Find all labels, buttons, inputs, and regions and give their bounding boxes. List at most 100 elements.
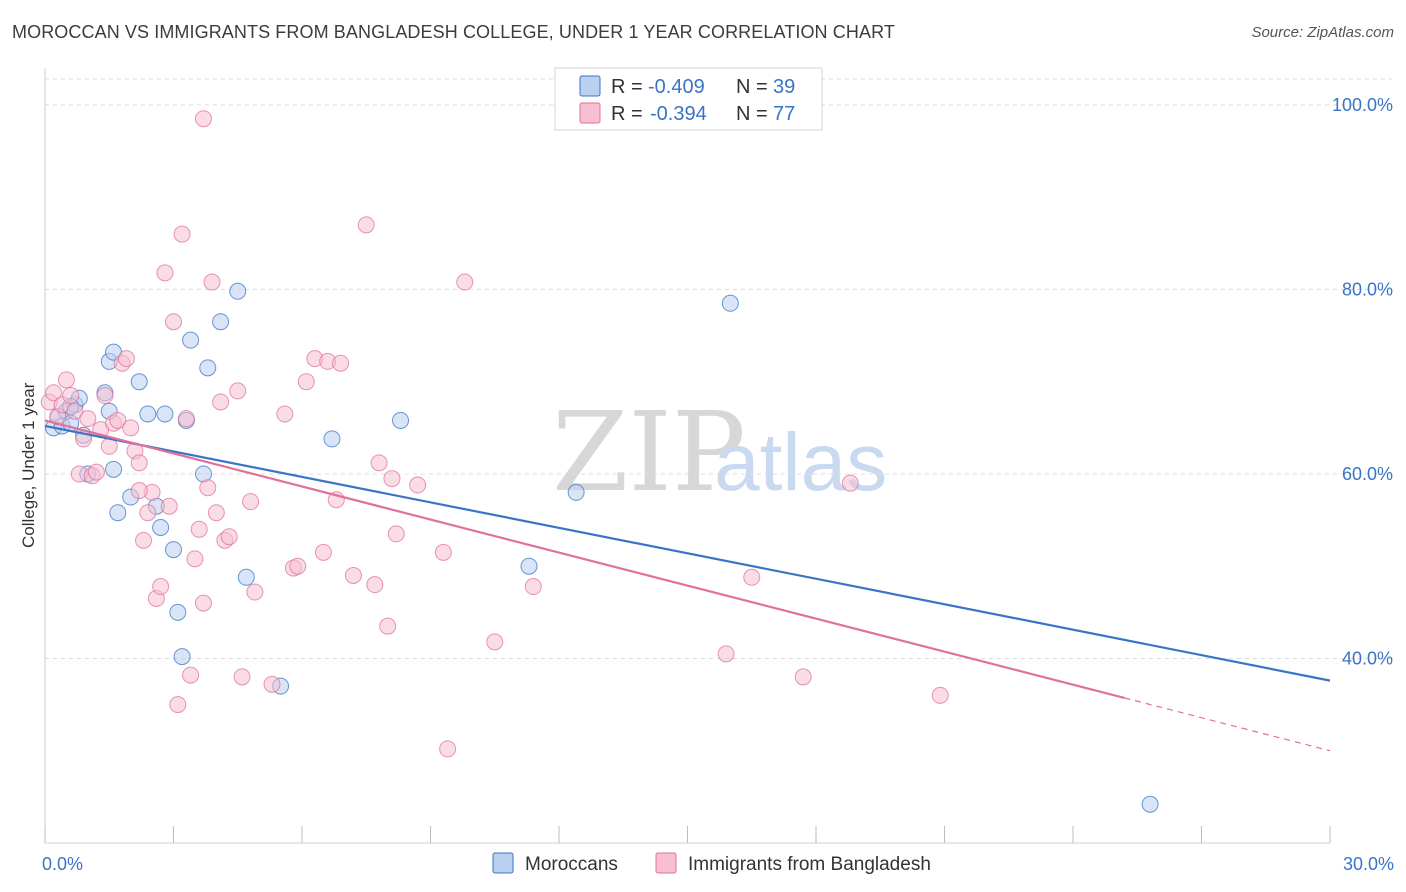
- point-bangladesh: [344, 566, 362, 584]
- point-bangladesh: [156, 264, 174, 282]
- point-moroccans: [520, 557, 538, 575]
- point-bangladesh: [45, 384, 63, 402]
- point-bangladesh: [717, 645, 735, 663]
- point-bangladesh: [57, 371, 75, 389]
- point-bangladesh: [130, 482, 148, 500]
- legend-n-value-2: 77: [773, 103, 795, 125]
- y-tick-label: 60.0%: [1342, 464, 1393, 484]
- data-points: [40, 110, 1159, 813]
- point-bangladesh: [173, 225, 191, 243]
- point-bangladesh: [486, 633, 504, 651]
- point-bangladesh: [117, 350, 135, 368]
- legend-r-label-2: R =: [611, 103, 643, 125]
- point-bangladesh: [379, 617, 397, 635]
- trend-line-moroccans: [44, 424, 1331, 682]
- point-bangladesh: [207, 504, 225, 522]
- stats-legend: R = -0.409 N = 39 R = -0.394 N = 77: [554, 67, 823, 131]
- point-bangladesh: [96, 387, 114, 405]
- point-bangladesh: [186, 550, 204, 568]
- point-bangladesh: [242, 493, 260, 511]
- chart-title: MOROCCAN VS IMMIGRANTS FROM BANGLADESH C…: [12, 22, 895, 42]
- point-bangladesh: [152, 578, 170, 596]
- series-legend: Moroccans Immigrants from Bangladesh: [492, 852, 931, 875]
- point-moroccans: [152, 518, 170, 536]
- point-bangladesh: [263, 675, 281, 693]
- point-moroccans: [156, 405, 174, 423]
- y-tick-labels: 40.0% 60.0% 80.0% 100.0%: [1332, 95, 1393, 669]
- point-bangladesh: [169, 696, 187, 714]
- bottom-legend-swatch-moroccans: [492, 852, 514, 874]
- point-moroccans: [199, 359, 217, 377]
- point-bangladesh: [190, 520, 208, 538]
- point-bangladesh: [456, 273, 474, 291]
- point-moroccans: [130, 373, 148, 391]
- y-tick-label: 40.0%: [1342, 648, 1393, 668]
- point-bangladesh: [62, 387, 80, 405]
- trend-line-bangladesh: [44, 419, 1125, 699]
- point-bangladesh: [357, 216, 375, 234]
- point-bangladesh: [135, 531, 153, 549]
- legend-swatch-bangladesh: [579, 102, 601, 124]
- point-bangladesh: [194, 110, 212, 128]
- point-bangladesh: [212, 393, 230, 411]
- point-bangladesh: [165, 313, 182, 331]
- legend-r-value-1: -0.409: [648, 76, 705, 98]
- trend-line-bangladesh-extension: [1124, 697, 1331, 752]
- point-bangladesh: [366, 576, 384, 594]
- point-moroccans: [173, 648, 191, 666]
- point-moroccans: [323, 430, 341, 448]
- point-bangladesh: [246, 583, 264, 601]
- point-moroccans: [1141, 795, 1159, 813]
- point-moroccans: [237, 568, 255, 586]
- source-label: Source: ZipAtlas.com: [1251, 24, 1394, 41]
- point-moroccans: [229, 282, 247, 300]
- point-bangladesh: [794, 668, 812, 686]
- point-bangladesh: [743, 568, 761, 586]
- point-bangladesh: [199, 479, 217, 497]
- point-bangladesh: [314, 543, 332, 561]
- legend-n-value-1: 39: [773, 76, 795, 98]
- point-bangladesh: [220, 528, 238, 546]
- point-bangladesh: [130, 454, 148, 472]
- point-bangladesh: [229, 382, 247, 400]
- point-bangladesh: [524, 578, 542, 596]
- point-moroccans: [721, 294, 739, 312]
- point-moroccans: [109, 504, 127, 522]
- x-ticks: [44, 826, 1331, 843]
- x-tick-label-max: 30.0%: [1343, 854, 1394, 874]
- bottom-legend-label-bangladesh: Immigrants from Bangladesh: [688, 854, 931, 875]
- point-bangladesh: [109, 411, 127, 429]
- point-bangladesh: [87, 463, 105, 481]
- point-bangladesh: [177, 410, 195, 428]
- bottom-legend-label-moroccans: Moroccans: [525, 854, 618, 875]
- point-bangladesh: [182, 666, 200, 684]
- legend-r-value-2: -0.394: [650, 103, 707, 125]
- point-moroccans: [165, 541, 182, 559]
- point-bangladesh: [139, 504, 157, 522]
- point-bangladesh: [233, 668, 251, 686]
- y-tick-label: 80.0%: [1342, 279, 1393, 299]
- legend-r-label-1: R =: [611, 76, 643, 98]
- point-bangladesh: [203, 273, 221, 291]
- watermark-atlas: atlas: [714, 417, 887, 508]
- point-bangladesh: [931, 686, 949, 704]
- y-axis-label: College, Under 1 year: [19, 382, 38, 548]
- point-bangladesh: [297, 373, 315, 391]
- trend-lines: [44, 419, 1331, 752]
- point-bangladesh: [160, 497, 178, 515]
- point-moroccans: [139, 405, 157, 423]
- point-bangladesh: [332, 354, 350, 372]
- point-moroccans: [212, 313, 230, 331]
- point-bangladesh: [841, 474, 859, 492]
- legend-n-label-1: N =: [736, 76, 768, 98]
- point-bangladesh: [289, 557, 307, 575]
- bottom-legend-swatch-bangladesh: [655, 852, 677, 874]
- point-bangladesh: [409, 476, 427, 494]
- point-bangladesh: [66, 402, 84, 420]
- y-tick-label: 100.0%: [1332, 95, 1393, 115]
- point-bangladesh: [387, 525, 405, 543]
- point-bangladesh: [276, 405, 294, 423]
- point-bangladesh: [434, 543, 452, 561]
- point-bangladesh: [370, 454, 388, 472]
